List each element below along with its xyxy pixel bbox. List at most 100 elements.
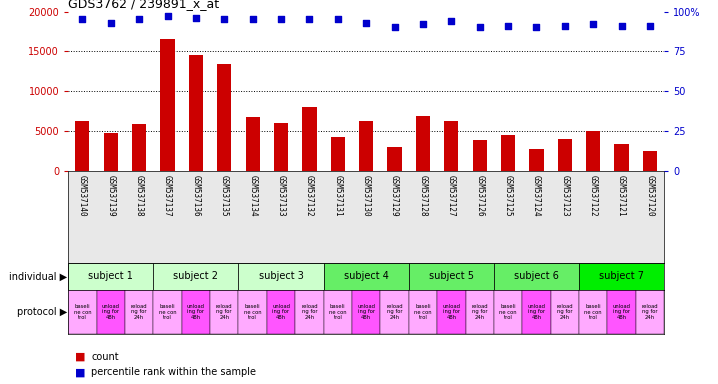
Bar xyxy=(352,290,381,334)
Point xyxy=(360,20,372,26)
Text: count: count xyxy=(91,352,118,362)
Point xyxy=(105,20,116,26)
Text: unload
ing for
48h: unload ing for 48h xyxy=(102,304,120,320)
Text: reload
ng for
24h: reload ng for 24h xyxy=(472,304,488,320)
Bar xyxy=(437,290,465,334)
Point xyxy=(304,17,315,23)
Bar xyxy=(274,124,288,171)
Point xyxy=(446,18,457,24)
Bar xyxy=(501,136,515,171)
Bar xyxy=(267,290,295,334)
Text: GSM537130: GSM537130 xyxy=(362,175,370,217)
Text: baseli
ne con
trol: baseli ne con trol xyxy=(159,304,177,320)
Text: GSM537136: GSM537136 xyxy=(192,175,200,217)
Bar xyxy=(643,151,657,171)
Text: GSM537124: GSM537124 xyxy=(532,175,541,217)
Bar xyxy=(324,263,409,290)
Text: reload
ng for
24h: reload ng for 24h xyxy=(386,304,403,320)
Bar xyxy=(68,290,97,334)
Text: GSM537133: GSM537133 xyxy=(276,175,286,217)
Bar xyxy=(579,263,664,290)
Bar xyxy=(331,137,345,171)
Bar xyxy=(97,290,125,334)
Text: percentile rank within the sample: percentile rank within the sample xyxy=(91,367,256,377)
Bar xyxy=(154,263,238,290)
Text: unload
ing for
48h: unload ing for 48h xyxy=(357,304,376,320)
Text: baseli
ne con
trol: baseli ne con trol xyxy=(244,304,261,320)
Text: reload
ng for
24h: reload ng for 24h xyxy=(556,304,573,320)
Bar xyxy=(607,290,635,334)
Point xyxy=(531,24,542,30)
Point xyxy=(332,17,343,23)
Text: baseli
ne con
trol: baseli ne con trol xyxy=(329,304,347,320)
Text: GSM537123: GSM537123 xyxy=(560,175,569,217)
Bar xyxy=(132,124,146,171)
Text: baseli
ne con
trol: baseli ne con trol xyxy=(73,304,91,320)
Bar xyxy=(558,139,572,171)
Bar xyxy=(635,290,664,334)
Text: ■: ■ xyxy=(75,367,86,377)
Text: unload
ing for
48h: unload ing for 48h xyxy=(528,304,546,320)
Bar xyxy=(182,290,210,334)
Bar xyxy=(529,149,544,171)
Text: ■: ■ xyxy=(75,352,86,362)
Point xyxy=(644,23,656,29)
Point xyxy=(587,21,599,27)
Bar xyxy=(472,140,487,171)
Text: individual ▶: individual ▶ xyxy=(9,271,67,281)
Text: GSM537139: GSM537139 xyxy=(106,175,116,217)
Text: GSM537126: GSM537126 xyxy=(475,175,484,217)
Text: GSM537134: GSM537134 xyxy=(248,175,257,217)
Text: GSM537140: GSM537140 xyxy=(78,175,87,217)
Text: baseli
ne con
trol: baseli ne con trol xyxy=(414,304,432,320)
Text: subject 6: subject 6 xyxy=(514,271,559,281)
Text: GSM537125: GSM537125 xyxy=(503,175,513,217)
Text: GSM537129: GSM537129 xyxy=(390,175,399,217)
Text: GSM537131: GSM537131 xyxy=(333,175,342,217)
Point xyxy=(162,13,173,19)
Text: GSM537132: GSM537132 xyxy=(305,175,314,217)
Point xyxy=(218,17,230,23)
Text: baseli
ne con
trol: baseli ne con trol xyxy=(584,304,602,320)
Point xyxy=(247,17,258,23)
Bar xyxy=(238,263,324,290)
Bar xyxy=(494,290,522,334)
Bar xyxy=(416,116,430,171)
Bar xyxy=(522,290,551,334)
Text: unload
ing for
48h: unload ing for 48h xyxy=(612,304,630,320)
Point xyxy=(275,17,286,23)
Bar xyxy=(579,290,607,334)
Bar xyxy=(494,263,579,290)
Bar xyxy=(68,263,154,290)
Text: subject 4: subject 4 xyxy=(344,271,388,281)
Point xyxy=(503,23,514,29)
Bar xyxy=(189,55,203,171)
Bar xyxy=(359,121,373,171)
Bar xyxy=(302,107,317,171)
Text: protocol ▶: protocol ▶ xyxy=(17,307,67,317)
Text: subject 7: subject 7 xyxy=(599,271,644,281)
Point xyxy=(190,15,202,21)
Point xyxy=(77,17,88,23)
Bar xyxy=(103,133,118,171)
Text: GSM537137: GSM537137 xyxy=(163,175,172,217)
Text: subject 3: subject 3 xyxy=(258,271,304,281)
Point xyxy=(616,23,628,29)
Text: reload
ng for
24h: reload ng for 24h xyxy=(642,304,658,320)
Text: unload
ing for
48h: unload ing for 48h xyxy=(272,304,290,320)
Text: subject 1: subject 1 xyxy=(88,271,134,281)
Bar xyxy=(444,121,458,171)
Bar xyxy=(210,290,238,334)
Bar xyxy=(409,263,494,290)
Text: unload
ing for
48h: unload ing for 48h xyxy=(187,304,205,320)
Text: GSM537121: GSM537121 xyxy=(617,175,626,217)
Bar xyxy=(381,290,409,334)
Bar xyxy=(246,117,260,171)
Bar xyxy=(154,290,182,334)
Text: GSM537135: GSM537135 xyxy=(220,175,229,217)
Bar xyxy=(388,147,401,171)
Bar xyxy=(324,290,352,334)
Point xyxy=(559,23,571,29)
Bar xyxy=(238,290,267,334)
Bar xyxy=(217,64,231,171)
